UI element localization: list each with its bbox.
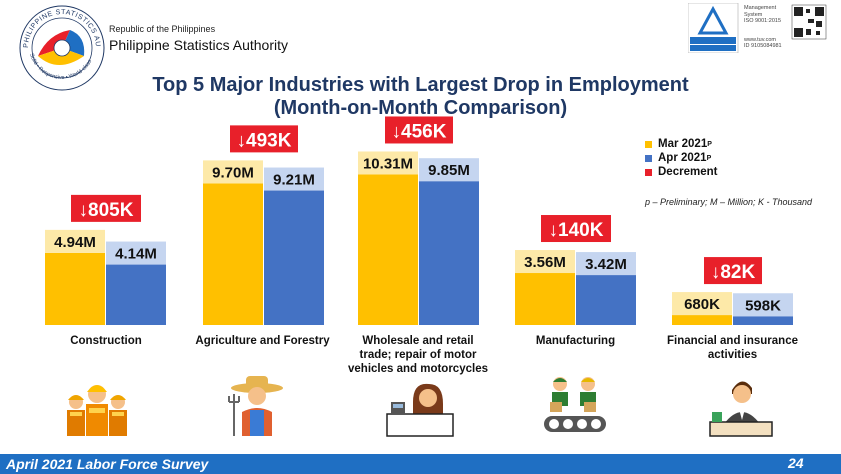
page-number: 24: [788, 455, 804, 471]
org-name: Philippine Statistics Authority: [109, 37, 288, 53]
bar: [106, 264, 166, 325]
decrement-badge: [71, 194, 141, 222]
shopkeeper-icon: [386, 383, 454, 437]
bar: [358, 174, 418, 325]
category-label: Agriculture and Forestry: [195, 335, 330, 347]
legend-item-decrement: Decrement: [645, 166, 717, 178]
data-label: 9.85M: [428, 162, 470, 179]
decrement-badge: [704, 257, 762, 285]
bar: [733, 316, 793, 325]
bar: [515, 273, 575, 325]
bar: [203, 183, 263, 325]
bar: [419, 181, 479, 325]
data-label-bg: [106, 241, 166, 265]
bar: [672, 315, 732, 325]
data-label: 4.14M: [115, 246, 157, 263]
data-label: 4.94M: [54, 234, 96, 251]
decrement-label: ↓82K: [711, 262, 756, 283]
factory-workers-icon: [544, 377, 606, 432]
tuv-certification-badge: [688, 3, 827, 53]
legend-note: p – Preliminary; M – Million; K - Thousa…: [645, 197, 813, 207]
category-label: Financial and insurance activities: [666, 335, 798, 361]
legend-swatch: [645, 154, 652, 162]
chart-subtitle: (Month-on-Month Comparison): [273, 97, 568, 119]
footer-bar: [0, 454, 841, 474]
legend-swatch: [645, 140, 652, 148]
category-label: Construction: [70, 335, 142, 347]
decrement-label: ↓456K: [392, 121, 447, 142]
chart-title: Top 5 Major Industries with Largest Drop…: [152, 74, 689, 96]
data-label-bg: [419, 158, 479, 182]
decrement-label: ↓493K: [237, 130, 292, 151]
data-label-bg: [203, 160, 263, 184]
office-worker-icon: [709, 381, 773, 437]
legend-item-apr: Apr 2021 P: [645, 152, 717, 164]
data-label-bg: [45, 229, 105, 253]
cert-text: Management System ISO 9001:2015 www.tuv.…: [744, 5, 782, 49]
legend: Mar 2021 P Apr 2021 P Decrement: [645, 138, 717, 178]
data-label: 10.31M: [363, 155, 413, 172]
data-label-bg: [515, 250, 575, 274]
decrement-label: ↓805K: [79, 200, 134, 221]
data-label-bg: [733, 293, 793, 317]
footer-title: April 2021 Labor Force Survey: [6, 456, 209, 472]
decrement-badge: [230, 125, 298, 153]
decrement-badge: [541, 215, 611, 243]
data-label-bg: [672, 292, 732, 316]
psa-seal-logo: PHILIPPINE STATISTICS AUTHORITY Solid • …: [18, 4, 105, 91]
data-label: 680K: [684, 296, 720, 313]
data-label: 3.56M: [524, 254, 566, 271]
farmer-icon: [228, 376, 283, 436]
bar: [45, 252, 105, 325]
data-label: 9.21M: [273, 172, 315, 189]
decrement-badge: [385, 116, 453, 144]
decrement-label: ↓140K: [549, 220, 604, 241]
category-label: Manufacturing: [535, 335, 616, 347]
republic-label: Republic of the Philippines: [109, 24, 216, 34]
legend-item-mar: Mar 2021 P: [645, 138, 717, 150]
legend-swatch: [645, 168, 652, 176]
construction-workers-icon: [67, 385, 127, 436]
data-label: 9.70M: [212, 164, 254, 181]
data-label-bg: [264, 167, 324, 191]
bar: [576, 275, 636, 325]
data-label: 3.42M: [585, 256, 627, 273]
bar: [264, 190, 324, 325]
category-label: Wholesale and retail trade; repair of mo…: [348, 335, 488, 375]
qr-code-icon: [791, 4, 827, 40]
data-label: 598K: [745, 297, 781, 314]
data-label-bg: [358, 151, 418, 175]
data-label-bg: [576, 252, 636, 276]
